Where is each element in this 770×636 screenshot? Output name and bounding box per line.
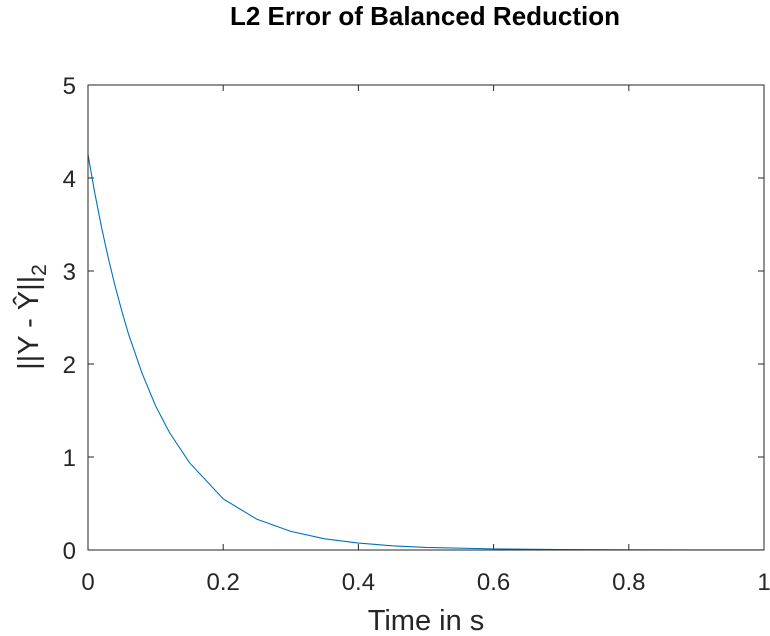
x-tick-label: 0.2 [207, 569, 240, 596]
y-tick-label: 3 [63, 259, 76, 286]
plot-area [88, 85, 764, 550]
y-tick-label: 1 [63, 445, 76, 472]
x-tick-label: 0.4 [342, 569, 375, 596]
series-line [87, 154, 765, 551]
y-axis-label: ||Y - Ŷ||2 [12, 264, 51, 370]
y-tick-label: 5 [63, 73, 76, 100]
y-tick-label: 0 [63, 538, 76, 565]
chart-title: L2 Error of Balanced Reduction [230, 1, 620, 31]
x-tick-label: 0 [81, 569, 94, 596]
plot-box [87, 84, 765, 551]
x-tick-label: 0.8 [612, 569, 645, 596]
x-axis-label: Time in s [368, 605, 485, 636]
y-axis-label-subscript: 2 [28, 264, 51, 276]
y-axis-label-main: ||Y - Ŷ|| [12, 276, 45, 370]
x-tick-label: 1 [757, 569, 770, 596]
y-tick-label: 2 [63, 352, 76, 379]
x-tick-label: 0.6 [477, 569, 510, 596]
tick-group: 0 0.2 0.4 0.6 0.8 1 0 1 2 3 4 5 [63, 73, 770, 596]
y-tick-label: 4 [63, 166, 76, 193]
